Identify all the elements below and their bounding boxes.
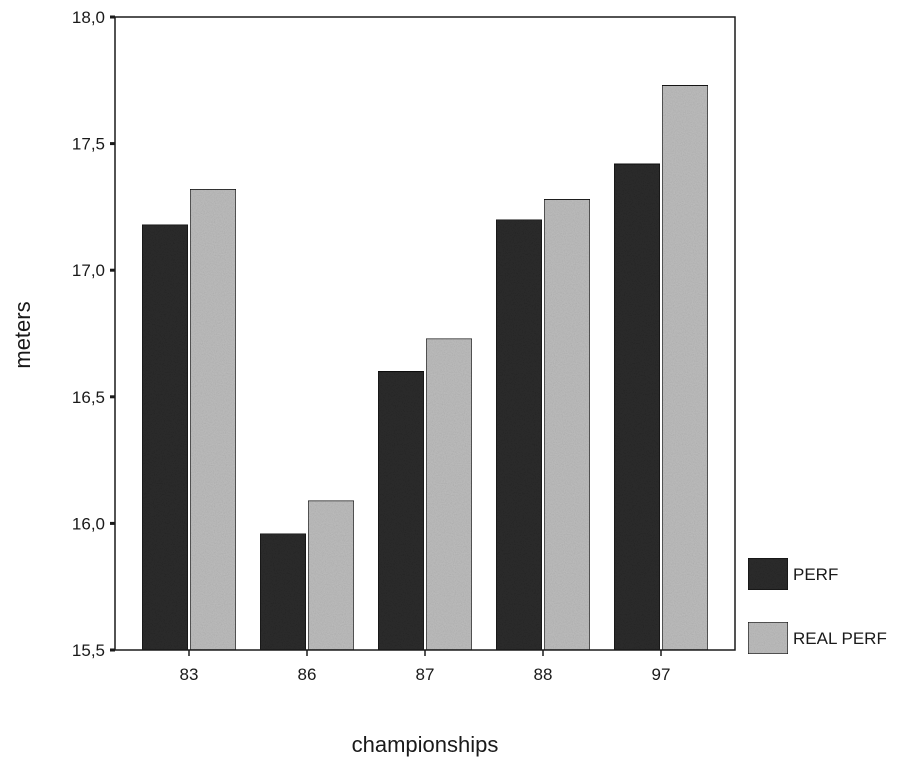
y-tick-label: 15,5: [72, 641, 105, 660]
legend: PERF REAL PERF: [747, 557, 887, 655]
bar-97-real-perf: [661, 84, 709, 651]
legend-label: REAL PERF: [793, 629, 887, 648]
x-tick-label: 97: [652, 665, 671, 684]
legend-label: PERF: [793, 565, 838, 584]
legend-swatch-perf: [747, 557, 789, 591]
x-tick-label: 83: [180, 665, 199, 684]
y-tick-label: 17,5: [72, 135, 105, 154]
legend-swatch-real-perf: [747, 621, 789, 655]
y-tick-label: 16,5: [72, 388, 105, 407]
bar-83-perf: [141, 224, 189, 651]
y-axis-title: meters: [10, 301, 35, 368]
y-tick-label: 17,0: [72, 261, 105, 280]
x-tick-label: 86: [298, 665, 317, 684]
bars-layer: [141, 84, 709, 651]
bar-88-perf: [495, 218, 543, 651]
y-tick-label: 16,0: [72, 514, 105, 533]
bar-86-real-perf: [307, 500, 355, 651]
bar-97-perf: [613, 163, 661, 651]
bar-88-real-perf: [543, 198, 591, 651]
bar-83-real-perf: [189, 188, 237, 651]
x-axis: 83 86 87 88 97: [180, 650, 671, 684]
bar-87-perf: [377, 370, 425, 651]
x-axis-title: championships: [352, 732, 499, 757]
bar-86-perf: [259, 532, 307, 651]
bar-87-real-perf: [425, 337, 473, 651]
y-axis: 15,5 16,0 16,5 17,0 17,5 18,0: [72, 8, 115, 660]
x-tick-label: 88: [534, 665, 553, 684]
y-tick-label: 18,0: [72, 8, 105, 27]
x-tick-label: 87: [416, 665, 435, 684]
